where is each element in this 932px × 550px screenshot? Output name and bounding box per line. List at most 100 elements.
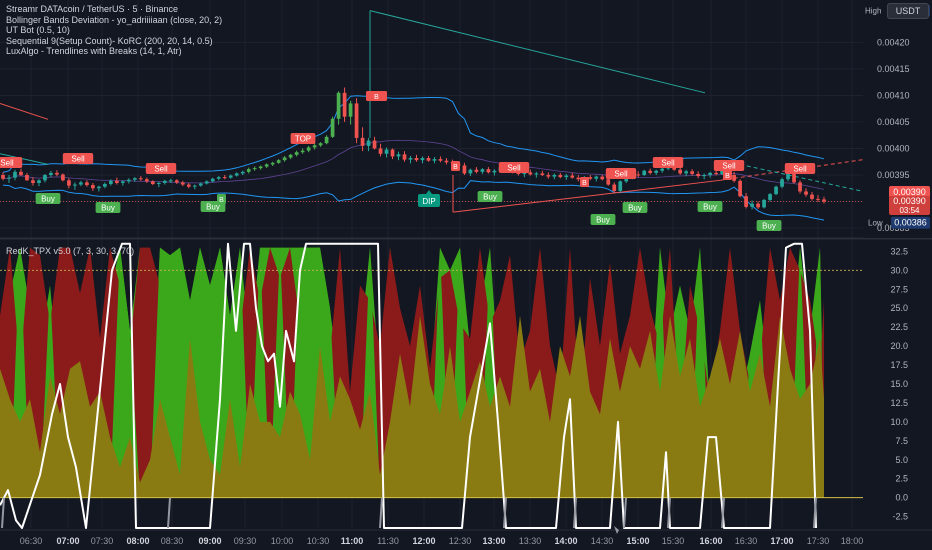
candle[interactable] — [588, 177, 593, 179]
candle[interactable] — [492, 170, 497, 173]
candle[interactable] — [774, 186, 778, 195]
candle[interactable] — [97, 186, 101, 189]
candle[interactable] — [486, 169, 491, 173]
candle[interactable] — [462, 165, 467, 174]
candle[interactable] — [318, 143, 323, 146]
candle[interactable] — [384, 149, 389, 154]
candle[interactable] — [540, 173, 545, 176]
indicator-bollinger[interactable]: Bollinger Bands Deviation - yo_adriiiiaa… — [6, 14, 223, 25]
candle[interactable] — [1, 175, 5, 179]
candle[interactable] — [708, 172, 712, 176]
candle[interactable] — [660, 168, 665, 171]
time-axis[interactable]: 06:30 07:00 07:30 08:00 08:30 09:00 09:30 10:00… — [0, 526, 932, 550]
candle[interactable] — [414, 158, 419, 161]
candle[interactable] — [240, 171, 245, 174]
candle[interactable] — [246, 169, 251, 172]
candle[interactable] — [168, 180, 173, 182]
candle[interactable] — [91, 185, 95, 189]
candle[interactable] — [804, 191, 808, 195]
oscillator-axis[interactable]: 32.5 30.0 27.5 25.0 22.5 20.0 17.5 15.0 12.5 10.0… — [863, 240, 932, 530]
candle[interactable] — [570, 175, 575, 178]
candle[interactable] — [396, 154, 401, 157]
candle[interactable] — [684, 171, 689, 174]
candle[interactable] — [564, 175, 569, 178]
candle[interactable] — [552, 175, 557, 177]
candle[interactable] — [55, 172, 59, 175]
candle[interactable] — [648, 170, 653, 173]
candle[interactable] — [402, 154, 407, 160]
candle[interactable] — [37, 180, 41, 183]
candle[interactable] — [180, 182, 185, 185]
candle[interactable] — [606, 179, 611, 185]
candle[interactable] — [480, 169, 485, 172]
candle[interactable] — [67, 180, 71, 186]
candle[interactable] — [13, 171, 17, 178]
candle[interactable] — [306, 147, 311, 151]
candle[interactable] — [192, 185, 197, 187]
candle[interactable] — [678, 169, 683, 174]
candle[interactable] — [150, 181, 155, 185]
candle[interactable] — [762, 199, 766, 208]
candle[interactable] — [73, 184, 77, 186]
candle[interactable] — [474, 169, 479, 172]
candle[interactable] — [204, 181, 209, 184]
candle[interactable] — [348, 103, 353, 117]
candle[interactable] — [792, 172, 796, 183]
candle[interactable] — [300, 150, 305, 153]
candle[interactable] — [444, 160, 449, 163]
candle[interactable] — [324, 136, 329, 144]
currency-button[interactable]: USDT — [887, 3, 929, 19]
candle[interactable] — [522, 172, 527, 174]
candle[interactable] — [822, 199, 826, 202]
candle[interactable] — [390, 149, 395, 157]
candle[interactable] — [672, 166, 677, 170]
candle[interactable] — [576, 177, 581, 180]
candle[interactable] — [186, 184, 191, 187]
candle[interactable] — [780, 179, 784, 187]
candle[interactable] — [438, 159, 443, 161]
candle[interactable] — [732, 175, 736, 181]
candle[interactable] — [378, 148, 383, 154]
candle[interactable] — [294, 152, 299, 155]
candle[interactable] — [558, 175, 563, 178]
candle[interactable] — [654, 170, 659, 173]
candle[interactable] — [798, 182, 802, 192]
candle[interactable] — [258, 166, 263, 169]
candle[interactable] — [109, 180, 113, 185]
candle[interactable] — [744, 196, 748, 207]
candle[interactable] — [210, 178, 215, 182]
candle[interactable] — [132, 178, 137, 180]
candle[interactable] — [282, 157, 287, 161]
candle[interactable] — [768, 194, 772, 200]
candle[interactable] — [288, 154, 293, 158]
candle[interactable] — [690, 171, 695, 174]
candle[interactable] — [312, 145, 317, 148]
candle[interactable] — [336, 92, 341, 119]
candle[interactable] — [43, 175, 47, 181]
candle[interactable] — [198, 183, 203, 186]
oscillator-title[interactable]: RedK_TPX v5.0 (7, 3, 30, 3, 70) — [6, 246, 135, 256]
candle[interactable] — [49, 172, 53, 176]
candle[interactable] — [636, 174, 641, 176]
candle[interactable] — [612, 184, 617, 191]
candle[interactable] — [85, 182, 89, 186]
candle[interactable] — [426, 158, 431, 161]
candle[interactable] — [330, 118, 335, 137]
candle[interactable] — [31, 180, 35, 183]
candle[interactable] — [372, 140, 377, 149]
candle[interactable] — [25, 175, 29, 181]
candlesticks[interactable] — [1, 87, 826, 210]
candle[interactable] — [528, 172, 533, 175]
candle[interactable] — [276, 160, 281, 163]
candle[interactable] — [618, 181, 623, 191]
candle[interactable] — [738, 180, 742, 197]
candle[interactable] — [79, 182, 83, 185]
candle[interactable] — [216, 177, 221, 179]
candle[interactable] — [61, 174, 65, 181]
candle[interactable] — [264, 164, 269, 167]
candle[interactable] — [342, 92, 347, 117]
candle[interactable] — [360, 137, 365, 146]
candle[interactable] — [144, 179, 149, 182]
candle[interactable] — [720, 170, 724, 174]
